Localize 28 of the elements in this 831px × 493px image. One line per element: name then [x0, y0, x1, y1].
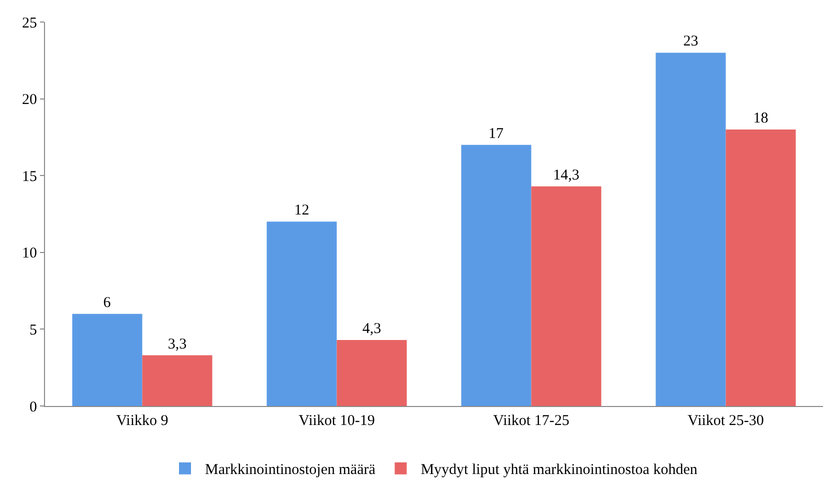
- data-label: 18: [753, 110, 768, 127]
- data-label: 12: [294, 202, 310, 219]
- legend-label: Myydyt liput yhtä markkinointinostoa kohden: [420, 462, 698, 478]
- bar: [656, 52, 726, 406]
- bar: [531, 186, 602, 406]
- y-tick-label: 25: [22, 15, 37, 32]
- y-tick-label: 0: [30, 399, 37, 416]
- y-tick-label: 5: [30, 322, 37, 338]
- bar: [336, 340, 407, 406]
- bar: [726, 130, 796, 406]
- x-tick-label: Viikko 9: [116, 413, 168, 429]
- data-label: 14,3: [553, 167, 580, 184]
- data-label: 23: [683, 34, 698, 50]
- data-label: 3,3: [168, 336, 187, 352]
- x-tick-label: Viikot 17-25: [493, 413, 570, 429]
- data-label: 4,3: [362, 320, 382, 337]
- x-tick-label: Viikot 10-19: [298, 413, 375, 429]
- legend-label: Markkinointinostojen määrä: [205, 462, 376, 478]
- bar: [461, 144, 532, 406]
- y-tick-label: 15: [22, 168, 37, 185]
- data-label: 17: [488, 126, 504, 142]
- data-label: 6: [103, 294, 112, 311]
- y-tick-label: 10: [22, 246, 37, 262]
- x-tick-label: Viikot 25-30: [688, 413, 764, 429]
- y-tick-label: 20: [22, 92, 37, 108]
- bar: [266, 222, 337, 406]
- bar: [72, 314, 142, 406]
- bar: [142, 355, 212, 406]
